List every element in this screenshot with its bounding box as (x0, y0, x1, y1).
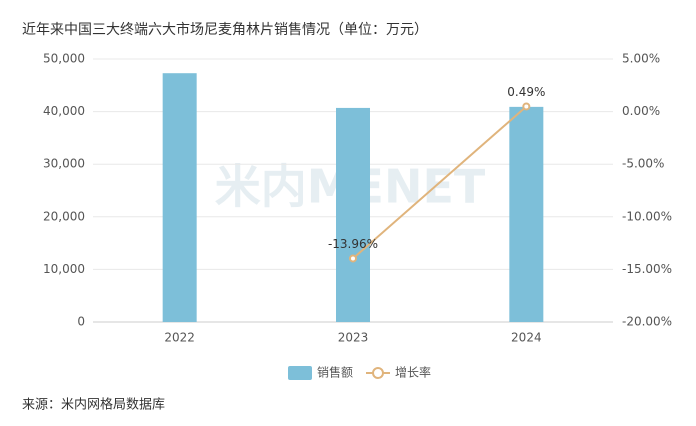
data-label: -13.96% (328, 237, 378, 251)
line-point (349, 254, 357, 263)
chart-title: 近年来中国三大终端六大市场尼麦角林片销售情况（单位：万元） (22, 21, 428, 38)
legend-swatch (288, 366, 312, 380)
x-tick-label: 2023 (338, 331, 369, 345)
bar (509, 106, 544, 322)
line (352, 105, 527, 260)
y2-tick-label: -10.00% (622, 209, 672, 223)
x-tick-label: 2024 (511, 331, 542, 345)
y-tick-label: 20,000 (43, 209, 85, 223)
y2-tick-label: -15.00% (622, 262, 672, 276)
x-tick-label: 2022 (164, 331, 195, 345)
bar (162, 73, 197, 323)
source-note: 来源：米内网格局数据库 (22, 397, 165, 413)
y2-tick-label: -5.00% (622, 157, 664, 171)
y-tick-label: 10,000 (43, 262, 85, 276)
line-point (522, 102, 531, 111)
y-tick-label: 40,000 (43, 104, 85, 118)
y-tick-label: 0 (77, 315, 85, 329)
legend-label: 增长率 (395, 365, 431, 380)
y2-tick-label: 0.00% (622, 104, 660, 118)
legend-label: 销售额 (317, 365, 353, 380)
legend-swatch (372, 367, 384, 379)
data-label: 0.49% (507, 85, 545, 99)
y-tick-label: 30,000 (43, 157, 85, 171)
y2-tick-label: -20.00% (622, 315, 672, 329)
y2-tick-label: 5.00% (622, 52, 660, 66)
y-tick-label: 50,000 (43, 52, 85, 66)
bar (336, 107, 370, 322)
